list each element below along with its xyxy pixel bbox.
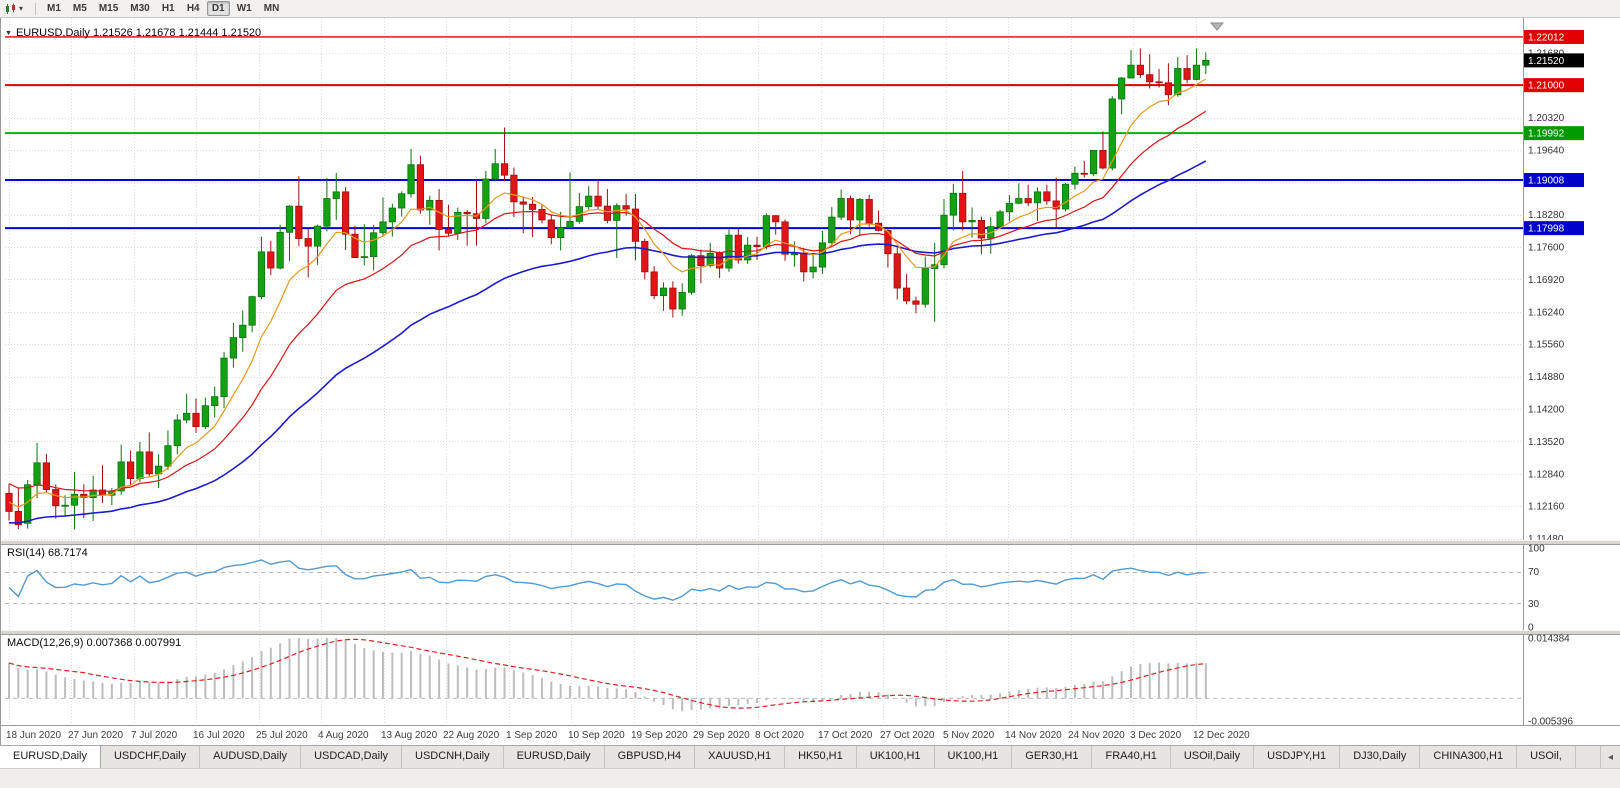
top-toolbar: ▾ M1 M5 M15 M30 H1 H4 D1 W1 MN [0, 0, 1620, 18]
chart-title: ▼ EURUSD,Daily 1.21526 1.21678 1.21444 1… [5, 27, 261, 39]
svg-text:1.16240: 1.16240 [1528, 307, 1565, 318]
tab-fra40-h1[interactable]: FRA40,H1 [1092, 746, 1171, 768]
svg-text:1.12840: 1.12840 [1528, 469, 1565, 480]
timeframe-button-m1[interactable]: M1 [47, 3, 61, 14]
chart-type-dropdown-caret[interactable]: ▾ [19, 3, 24, 13]
svg-text:1.15560: 1.15560 [1528, 340, 1565, 351]
symbol-dropdown-icon[interactable]: ▼ [5, 29, 12, 37]
panel-splitter [1, 540, 1620, 545]
price-badge: 1.22012 [1528, 32, 1565, 43]
tab-audusd-daily[interactable]: AUDUSD,Daily [200, 746, 302, 768]
price-badge: 1.19992 [1528, 129, 1565, 140]
svg-text:12 Dec 2020: 12 Dec 2020 [1193, 730, 1250, 741]
svg-text:1.18280: 1.18280 [1528, 210, 1565, 221]
candlestick-chart-icon [6, 3, 15, 14]
tab-usoil-daily[interactable]: USOil,Daily [1171, 746, 1255, 768]
svg-text:1.14200: 1.14200 [1528, 405, 1565, 416]
tab-usdchf-daily[interactable]: USDCHF,Daily [101, 746, 201, 768]
chart-tabs: EURUSD,Daily USDCHF,Daily AUDUSD,Daily USDC… [0, 746, 1600, 768]
svg-text:1.11480: 1.11480 [1528, 534, 1564, 545]
tab-ger30-h1[interactable]: GER30,H1 [1012, 746, 1093, 768]
tab-uk100-h1[interactable]: UK100,H1 [857, 746, 935, 768]
svg-text:1.16920: 1.16920 [1528, 275, 1565, 286]
svg-text:27 Oct 2020: 27 Oct 2020 [880, 730, 935, 741]
tab-usdjpy-h1[interactable]: USDJPY,H1 [1254, 746, 1341, 768]
tab-hk50-h1[interactable]: HK50,H1 [785, 746, 857, 768]
price-badge: 1.17998 [1528, 224, 1565, 235]
svg-text:13 Aug 2020: 13 Aug 2020 [381, 730, 438, 741]
timeframe-button-w1[interactable]: W1 [236, 3, 252, 14]
chart-type-icon[interactable] [3, 2, 19, 16]
svg-text:0.014384: 0.014384 [1528, 634, 1570, 645]
macd-indicator-label: MACD(12,26,9) 0.007368 0.007991 [7, 637, 182, 649]
chart-title-text: EURUSD,Daily 1.21526 1.21678 1.21444 1.2… [15, 27, 262, 39]
svg-text:17 Oct 2020: 17 Oct 2020 [818, 730, 873, 741]
tab-usoil-[interactable]: USOil, [1517, 746, 1576, 768]
svg-text:22 Aug 2020: 22 Aug 2020 [443, 730, 500, 741]
svg-text:25 Jul 2020: 25 Jul 2020 [256, 730, 308, 741]
candles-layer [5, 48, 1210, 530]
tab-eurusd-daily[interactable]: EURUSD,Daily [0, 746, 101, 768]
chart-tab-bar: EURUSD,Daily USDCHF,Daily AUDUSD,Daily USDC… [0, 745, 1620, 768]
svg-text:27 Jun 2020: 27 Jun 2020 [68, 730, 123, 741]
timeframe-button-h4[interactable]: H4 [186, 3, 200, 14]
svg-text:1 Sep 2020: 1 Sep 2020 [506, 730, 558, 741]
svg-text:30: 30 [1528, 599, 1540, 610]
timeframe-button-mn[interactable]: MN [263, 3, 280, 14]
svg-text:18 Jun 2020: 18 Jun 2020 [6, 730, 61, 741]
rsi-indicator-label: RSI(14) 68.7174 [7, 547, 88, 559]
tab-usdcnh-daily[interactable]: USDCNH,Daily [402, 746, 504, 768]
svg-text:4 Aug 2020: 4 Aug 2020 [318, 730, 369, 741]
svg-text:10 Sep 2020: 10 Sep 2020 [568, 730, 625, 741]
price-badge: 1.21000 [1528, 81, 1565, 92]
tab-usdcad-daily[interactable]: USDCAD,Daily [301, 746, 403, 768]
svg-text:5 Nov 2020: 5 Nov 2020 [943, 730, 995, 741]
svg-text:1.19640: 1.19640 [1528, 145, 1565, 156]
price-badge: 1.21520 [1528, 56, 1565, 67]
timeframe-button-d1[interactable]: D1 [206, 1, 230, 16]
tab-uk100-h1[interactable]: UK100,H1 [935, 746, 1013, 768]
svg-text:1.14880: 1.14880 [1528, 372, 1565, 383]
svg-text:16 Jul 2020: 16 Jul 2020 [193, 730, 245, 741]
price-badge: 1.19008 [1528, 176, 1565, 187]
price-chart[interactable]: 1.216801.210001.203201.196401.189601.182… [1, 18, 1620, 745]
tab-gbpusd-h4[interactable]: GBPUSD,H4 [605, 746, 696, 768]
timeframe-toolbar: M1 M5 M15 M30 H1 H4 D1 W1 MN [42, 1, 284, 16]
svg-text:-0.005396: -0.005396 [1528, 717, 1573, 728]
svg-text:14 Nov 2020: 14 Nov 2020 [1005, 730, 1062, 741]
timeframe-button-m5[interactable]: M5 [72, 3, 87, 14]
toolbar-separator [35, 2, 37, 15]
moving-averages-layer [8, 78, 1207, 524]
svg-text:7 Jul 2020: 7 Jul 2020 [131, 730, 178, 741]
svg-text:8 Oct 2020: 8 Oct 2020 [755, 730, 804, 741]
svg-text:3 Dec 2020: 3 Dec 2020 [1130, 730, 1182, 741]
svg-text:24 Nov 2020: 24 Nov 2020 [1068, 730, 1125, 741]
tab-dj30-daily[interactable]: DJ30,Daily [1340, 746, 1421, 768]
chart-shift-marker [1209, 22, 1225, 31]
svg-text:1.17600: 1.17600 [1528, 243, 1565, 254]
tab-xauusd-h1[interactable]: XAUUSD,H1 [695, 746, 786, 768]
svg-text:1.12160: 1.12160 [1528, 502, 1565, 513]
svg-text:1.20320: 1.20320 [1528, 113, 1565, 124]
svg-text:19 Sep 2020: 19 Sep 2020 [631, 730, 688, 741]
tab-china300-h1[interactable]: CHINA300,H1 [1420, 746, 1518, 768]
rsi-line [8, 559, 1206, 601]
price-axis-badges: 1.22012 1.21520 1.21000 1.19992 1.19008 1.179… [1524, 29, 1584, 236]
status-bar [0, 768, 1620, 788]
tab-scroll-left-button[interactable]: ◂ [1600, 746, 1620, 768]
panel-splitter [1, 630, 1620, 635]
timeframe-button-h1[interactable]: H1 [161, 3, 175, 14]
svg-text:70: 70 [1528, 567, 1540, 578]
macd-signal-line [8, 638, 1206, 709]
svg-text:1.13520: 1.13520 [1528, 437, 1565, 448]
tab-eurusd-daily[interactable]: EURUSD,Daily [504, 746, 605, 768]
svg-text:0: 0 [1528, 623, 1534, 634]
svg-text:29 Sep 2020: 29 Sep 2020 [693, 730, 750, 741]
timeframe-button-m30[interactable]: M30 [130, 3, 150, 14]
svg-text:100: 100 [1528, 544, 1545, 555]
timeframe-button-m15[interactable]: M15 [98, 3, 119, 14]
chart-window: 1.216801.210001.203201.196401.189601.182… [0, 18, 1620, 745]
